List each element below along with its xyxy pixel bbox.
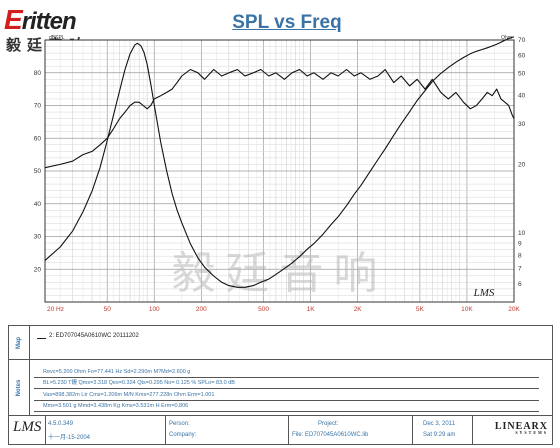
right-tick-label: 20 <box>518 161 526 168</box>
linearx-text: LINEARX <box>494 421 548 432</box>
footer-lms-logo: LMS <box>13 419 42 435</box>
left-tick-label: 20 <box>34 266 42 273</box>
right-tick-label: 40 <box>518 93 526 100</box>
notes-panel-side: Notes <box>9 360 30 415</box>
left-tick-label: 70 <box>34 103 42 110</box>
linearx-subtext: SYSTEMS <box>515 430 548 435</box>
x-tick-label: 500 <box>258 306 269 313</box>
right-tick-label: 7 <box>518 266 522 273</box>
right-tick-label: 8 <box>518 252 522 259</box>
chart-lms-badge: LMS <box>473 287 495 299</box>
footer-date-cell: Dec 3, 2011 Sat 9:29 am <box>412 416 473 444</box>
watermark-text: 毅廷音响 <box>172 248 388 299</box>
right-tick-label: 30 <box>518 121 526 128</box>
map-label: Map <box>16 336 22 349</box>
footer-brand-cell: LINEARX SYSTEMS <box>472 416 552 444</box>
note-line-2: BL=5.230 T鏝 Qms=3.318 Qes=0.324 Qts=0.29… <box>34 378 539 389</box>
spl-impedance-chart: 毅廷音响 20 Hz 50 100 200 500 1K 2K 5K 10K 20K 20 30 40 50… <box>34 35 526 313</box>
impedance-curve <box>44 36 515 288</box>
footer-date: Dec 3, 2011 <box>423 421 455 427</box>
chart-title: SPL vs Freq <box>232 12 342 33</box>
x-tick-label: 100 <box>149 306 160 313</box>
map-panel: Map 2: ED707045A0610WC 20111202 <box>8 325 553 360</box>
footer-time: Sat 9:29 am <box>423 432 456 438</box>
right-tick-label: 70 <box>518 37 526 44</box>
footer-date-cn: 十一月-15-2004 <box>48 435 91 441</box>
x-tick-label: 1K <box>307 306 316 313</box>
x-tick-label: 5K <box>416 306 425 313</box>
left-tick-label: 50 <box>34 168 42 175</box>
footer-project-cell: Project: File: ED707045A0610WC.lib <box>288 416 413 444</box>
logo-first-letter: E <box>4 4 23 35</box>
x-tick-label: 20K <box>508 306 520 313</box>
left-tick-label: 80 <box>34 70 42 77</box>
left-axis-unit: dBSPL <box>49 35 65 41</box>
footer-company: Company: <box>169 432 197 438</box>
footer-version-cell: 4.5.0.349 十一月-15-2004 <box>45 416 166 444</box>
footer-person-cell: Person: Company: <box>165 416 289 444</box>
note-line-4: Mms=3.501 g Mmd=3.438m Kg Kms=3.531m H E… <box>34 401 539 412</box>
legend-entry: 2: ED707045A0610WC 20111202 <box>49 333 139 339</box>
footer-project: Project: <box>318 421 339 427</box>
logo-text-en: Eritten <box>4 4 77 36</box>
left-tick-label: 30 <box>34 234 42 241</box>
logo-rest: ritten <box>21 8 77 35</box>
footer-file: File: ED707045A0610WC.lib <box>292 432 369 438</box>
x-tick-label: 50 <box>104 306 112 313</box>
footer-app-cell: LMS <box>9 416 46 444</box>
footer-person: Person: <box>169 421 190 427</box>
x-tick-label: 200 <box>196 306 207 313</box>
footer-bar: LMS 4.5.0.349 十一月-15-2004 Person: Compan… <box>8 415 553 445</box>
right-tick-label: 6 <box>518 281 522 288</box>
notes-label: Notes <box>16 379 22 396</box>
note-line-1: Revc=5.200 Ohm Fo=77.441 Hz Sd=2.290m M?… <box>34 367 539 378</box>
right-tick-label: 10 <box>518 230 526 237</box>
footer-linearx-logo: LINEARX SYSTEMS <box>495 421 548 435</box>
spl-curve <box>44 68 515 169</box>
note-line-3: Vas=898.382m Ltr Cms=1.206m M/N Kms=277.… <box>34 390 539 401</box>
right-tick-label: 9 <box>518 241 522 248</box>
x-tick-label: 2K <box>354 306 363 313</box>
right-axis-unit: Ohm <box>501 35 512 41</box>
left-tick-label: 60 <box>34 135 42 142</box>
x-tick-label: 10K <box>461 306 473 313</box>
plot-frame <box>44 39 515 303</box>
x-tick-label: 20 Hz <box>47 306 64 313</box>
legend-line-swatch <box>37 338 46 339</box>
notes-panel: Notes Revc=5.200 Ohm Fo=77.441 Hz Sd=2.2… <box>8 359 553 416</box>
right-tick-label: 50 <box>518 70 526 77</box>
left-tick-label: 40 <box>34 201 42 208</box>
footer-version: 4.5.0.349 <box>48 421 74 427</box>
map-panel-side: Map <box>9 326 30 359</box>
right-tick-label: 60 <box>518 52 526 59</box>
